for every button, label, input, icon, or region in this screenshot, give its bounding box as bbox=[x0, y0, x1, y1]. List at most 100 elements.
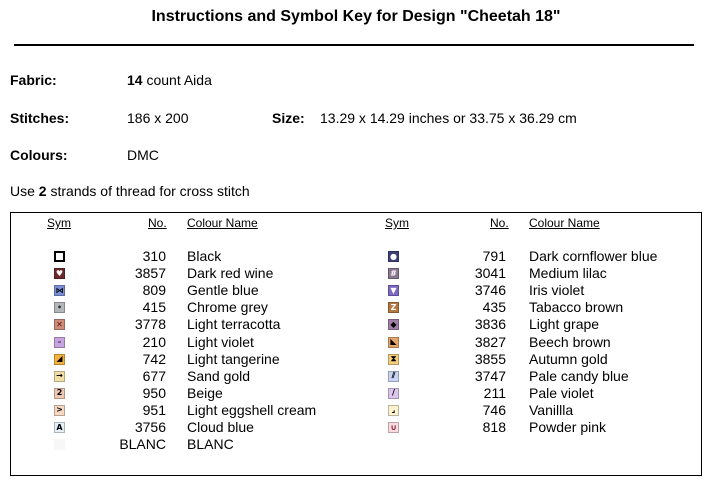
dmc-number: 435 bbox=[482, 299, 506, 316]
heart-icon: ♥ bbox=[54, 268, 65, 280]
symbol-glyph: ✕ bbox=[56, 319, 63, 329]
header-sym-left: Sym bbox=[47, 216, 71, 230]
strands-note: Use 2 strands of thread for cross stitch bbox=[10, 183, 250, 199]
bowtie-icon: ⋈ bbox=[54, 285, 65, 297]
triangle-icon: ◢ bbox=[54, 353, 65, 365]
header-no-left: No. bbox=[148, 216, 167, 230]
colour-name: Black bbox=[187, 248, 222, 264]
colour-name: Pale violet bbox=[529, 384, 594, 401]
dmc-number: 3836 bbox=[474, 316, 506, 333]
header-sym-right: Sym bbox=[385, 216, 409, 230]
symbol-glyph bbox=[54, 439, 65, 450]
header-name-left: Colour Name bbox=[187, 216, 258, 230]
symbol-glyph: ◢ bbox=[56, 354, 63, 364]
fabric-label: Fabric: bbox=[10, 72, 57, 88]
numeral-2-icon: 2 bbox=[54, 387, 65, 399]
colour-name: Tabacco brown bbox=[529, 299, 624, 316]
fabric-value: 14 count Aida bbox=[127, 72, 212, 88]
dmc-number: 742 bbox=[142, 350, 166, 367]
hollow-square-icon bbox=[54, 251, 65, 262]
symbol-glyph: / bbox=[392, 388, 395, 398]
strands-count: 2 bbox=[38, 183, 47, 199]
diamond-icon: ◆ bbox=[388, 319, 399, 331]
circle-icon: ● bbox=[388, 251, 399, 262]
corner-icon: ⌟ bbox=[388, 404, 399, 416]
colour-name: Vanillla bbox=[529, 401, 574, 418]
dmc-number: 3857 bbox=[134, 265, 166, 282]
symbol-glyph: ⋈ bbox=[55, 285, 64, 295]
symbol-glyph: ● bbox=[390, 251, 397, 261]
symbol-glyph: ◆ bbox=[390, 319, 397, 329]
dmc-number: 3778 bbox=[134, 316, 166, 333]
dmc-number: 3747 bbox=[474, 367, 506, 384]
chevron-icon: > bbox=[54, 404, 65, 416]
colour-name: Light tangerine bbox=[187, 350, 280, 367]
header-name-right: Colour Name bbox=[529, 216, 600, 230]
slash-icon: / bbox=[388, 387, 399, 399]
dmc-number: 951 bbox=[142, 401, 166, 418]
double-slash-icon: ⫽ bbox=[388, 370, 399, 382]
symbol-glyph: A bbox=[56, 422, 63, 432]
size-value: 13.29 x 14.29 inches or 33.75 x 36.29 cm bbox=[320, 110, 577, 126]
colour-name: Light violet bbox=[187, 333, 254, 350]
colour-name: Gentle blue bbox=[187, 282, 259, 299]
dmc-number: 746 bbox=[482, 401, 506, 418]
x-icon: ✕ bbox=[54, 319, 65, 331]
symbol-glyph: ⫽ bbox=[391, 371, 396, 381]
dmc-number: 211 bbox=[483, 384, 506, 401]
colour-name: Light eggshell cream bbox=[187, 401, 317, 418]
colour-name: Autumn gold bbox=[529, 350, 608, 367]
dmc-number: 310 bbox=[142, 248, 166, 264]
dmc-number: 3746 bbox=[474, 282, 506, 299]
dmc-number: 950 bbox=[142, 384, 166, 401]
size-label: Size: bbox=[272, 110, 305, 126]
hourglass-icon: ⧗ bbox=[388, 353, 399, 365]
blank-icon bbox=[54, 439, 65, 451]
stitches-label: Stitches: bbox=[10, 110, 70, 126]
dash-icon: – bbox=[54, 336, 65, 348]
triangle-down-icon: ▼ bbox=[388, 285, 399, 297]
dot-icon: • bbox=[54, 302, 65, 314]
symbol-glyph: # bbox=[390, 268, 397, 278]
arrow-right-icon: → bbox=[54, 370, 65, 382]
colour-name: BLANC bbox=[187, 436, 234, 453]
header-no-right: No. bbox=[490, 216, 509, 230]
title-divider bbox=[14, 44, 694, 46]
fabric-type: count Aida bbox=[142, 72, 212, 88]
page-title: Instructions and Symbol Key for Design "… bbox=[151, 8, 561, 25]
hash-icon: # bbox=[388, 268, 399, 280]
dmc-number: 3041 bbox=[474, 265, 506, 282]
dmc-number: 791 bbox=[482, 248, 506, 264]
symbol-glyph: ∪ bbox=[390, 422, 397, 432]
colour-name: Powder pink bbox=[529, 419, 607, 435]
colour-name: Cloud blue bbox=[187, 419, 254, 435]
dmc-number: 415 bbox=[142, 299, 166, 316]
symbol-glyph: ▼ bbox=[390, 285, 397, 295]
symbol-glyph bbox=[56, 253, 63, 260]
dmc-number: 809 bbox=[142, 282, 166, 299]
dmc-number: 3756 bbox=[134, 419, 166, 435]
symbol-glyph: Z bbox=[390, 302, 397, 312]
letter-z-icon: Z bbox=[388, 302, 399, 314]
cup-icon: ∪ bbox=[388, 422, 399, 433]
symbol-glyph: ⧗ bbox=[390, 354, 397, 364]
colour-name: Dark red wine bbox=[187, 265, 274, 282]
symbol-glyph: ◣ bbox=[390, 337, 397, 346]
symbol-glyph: → bbox=[56, 371, 63, 381]
dmc-number: 3827 bbox=[474, 333, 506, 350]
colour-name: Iris violet bbox=[529, 282, 585, 299]
colour-name: Light terracotta bbox=[187, 316, 281, 333]
colour-name: Medium lilac bbox=[529, 265, 607, 282]
colour-name: Beech brown bbox=[529, 333, 611, 350]
note-text-end: strands of thread for cross stitch bbox=[46, 183, 250, 199]
colours-value: DMC bbox=[127, 147, 159, 163]
triangle-corner-icon: ◣ bbox=[388, 336, 399, 348]
symbol-glyph: ⌟ bbox=[391, 405, 396, 415]
letter-a-icon: A bbox=[54, 422, 65, 433]
colours-label: Colours: bbox=[10, 147, 68, 163]
colour-name: Dark cornflower blue bbox=[529, 248, 658, 264]
colour-name: Pale candy blue bbox=[529, 367, 629, 384]
dmc-number: BLANC bbox=[119, 436, 166, 453]
dmc-number: 210 bbox=[142, 333, 166, 350]
dmc-number: 3855 bbox=[474, 350, 506, 367]
